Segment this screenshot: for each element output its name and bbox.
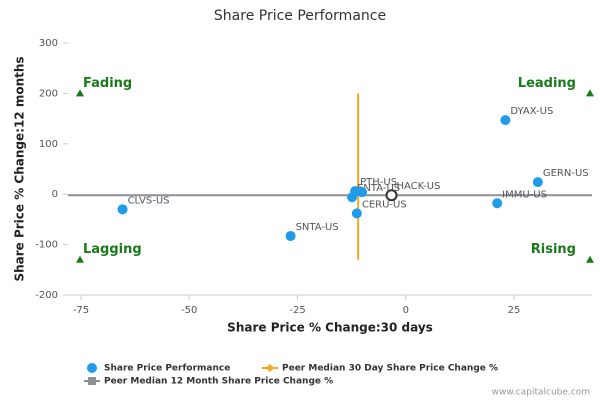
- x-tick-label: -25: [289, 305, 305, 316]
- point: [385, 189, 398, 202]
- point-label: DYAX-US: [510, 106, 553, 117]
- point-label: ENTA-US: [357, 183, 400, 194]
- quadrant-marker: [586, 89, 594, 97]
- point: [285, 231, 296, 242]
- legend-marker: [87, 363, 97, 373]
- quadrant-marker: [76, 89, 84, 97]
- quadrant-label: Leading: [518, 76, 576, 91]
- quadrant-marker: [586, 255, 594, 263]
- x-tick-label: -50: [181, 305, 197, 316]
- chart-title: Share Price Performance: [214, 8, 386, 24]
- y-tick-label: -200: [35, 290, 58, 301]
- quadrant-label: Rising: [531, 242, 576, 257]
- x-axis-label: Share Price % Change:30 days: [227, 321, 433, 335]
- y-tick-label: 200: [39, 88, 58, 99]
- x-tick-label: -75: [73, 305, 89, 316]
- y-tick-label: 300: [39, 38, 58, 49]
- point: [117, 204, 128, 215]
- point: [351, 208, 362, 219]
- point: [492, 198, 503, 209]
- point: [532, 177, 543, 188]
- y-tick-label: -100: [35, 240, 58, 251]
- point-label: GERN-US: [543, 168, 589, 179]
- legend-marker: [88, 377, 96, 385]
- y-tick-label: 100: [39, 139, 58, 150]
- point: [500, 115, 511, 126]
- point-label: CERU-US: [362, 199, 407, 210]
- legend-label: Peer Median 12 Month Share Price Change …: [104, 377, 333, 387]
- y-tick-label: 0: [52, 189, 58, 200]
- point-label: SNTA-US: [296, 222, 339, 233]
- point-label: HACK-US: [396, 181, 440, 192]
- quadrant-label: Lagging: [83, 242, 142, 257]
- legend-label: Peer Median 30 Day Share Price Change %: [282, 364, 498, 374]
- quadrant-marker: [76, 255, 84, 263]
- legend-label: Share Price Performance: [104, 364, 230, 374]
- point: [357, 187, 368, 198]
- legend-marker: [266, 364, 274, 372]
- x-tick-label: 25: [508, 305, 521, 316]
- source: www.capitalcube.com: [492, 388, 590, 398]
- y-axis-label: Share Price % Change:12 months: [13, 56, 27, 281]
- quadrant-label: Fading: [83, 76, 132, 91]
- x-tick-label: 0: [403, 305, 409, 316]
- point-label: PTH-US: [360, 177, 397, 188]
- point-label: CLVS-US: [128, 195, 170, 206]
- point-label: IMMU-US: [502, 189, 547, 200]
